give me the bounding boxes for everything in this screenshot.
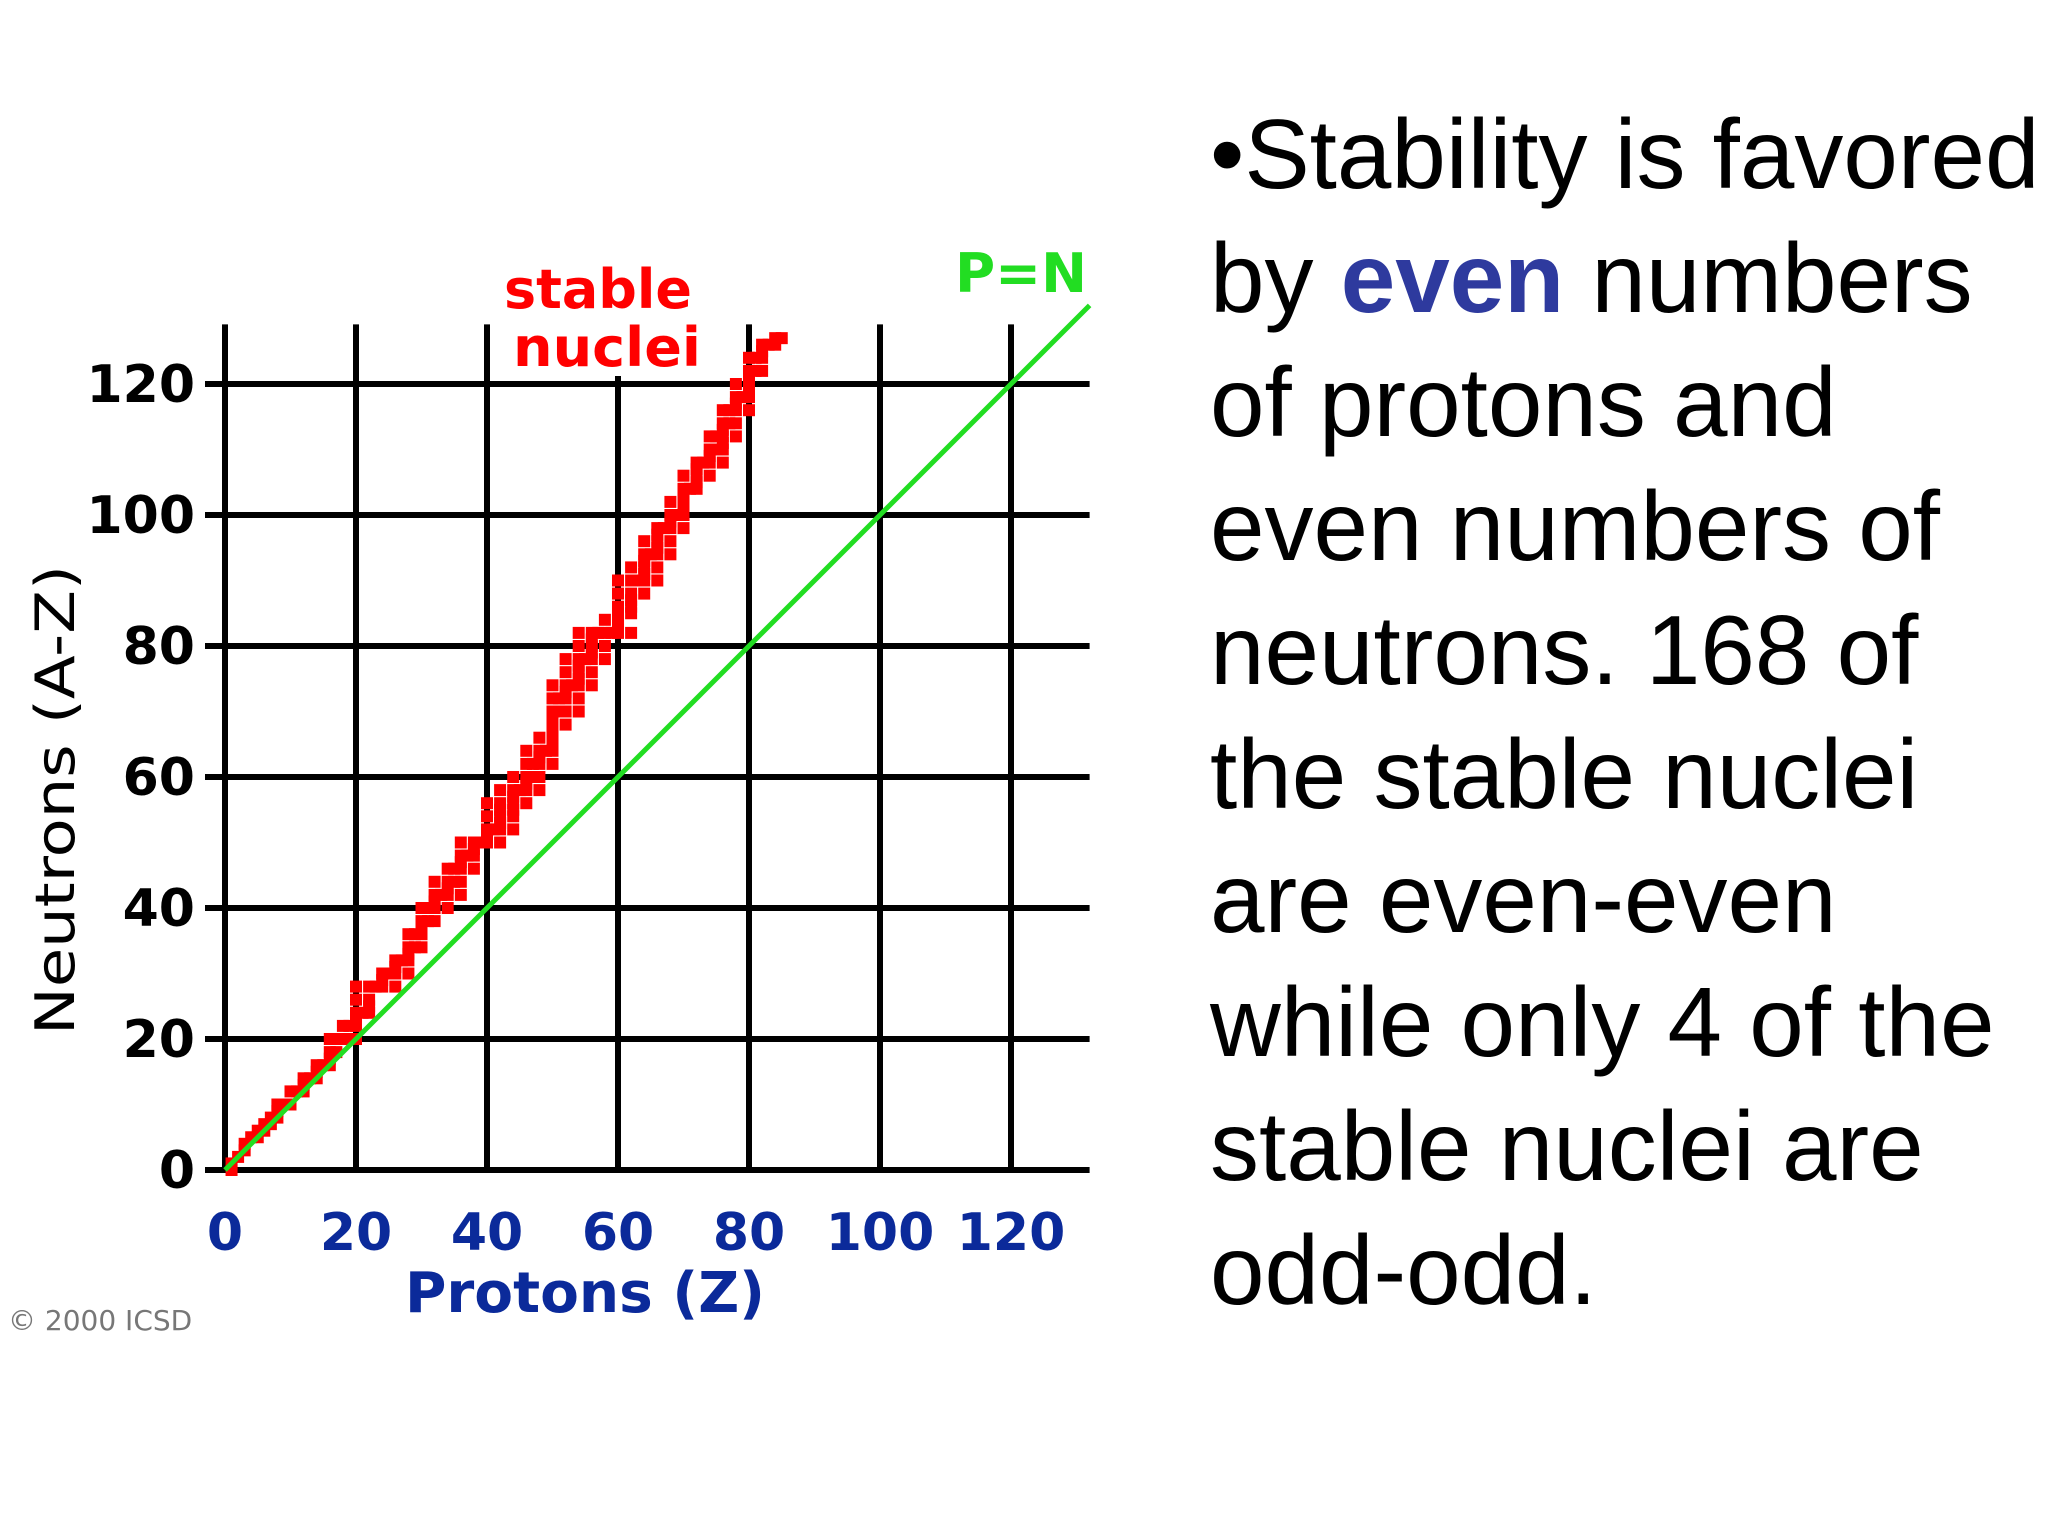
stable-nucleus-point xyxy=(664,495,677,508)
stable-nucleus-point xyxy=(428,875,441,888)
stable-nucleus-point xyxy=(598,613,611,626)
y-axis-label: Neutrons (A-Z) xyxy=(24,565,87,1035)
stable-nucleus-point xyxy=(507,771,520,783)
stable-nucleus-point xyxy=(703,469,716,482)
stable-nucleus-point xyxy=(494,797,507,810)
stable-nucleus-point xyxy=(729,430,742,443)
x-tick-label: 60 xyxy=(582,1203,654,1263)
stable-nucleus-point xyxy=(533,771,546,783)
x-tick-label: 120 xyxy=(957,1203,1066,1263)
stable-nucleus-point xyxy=(507,823,520,836)
stable-nucleus-point xyxy=(402,967,415,980)
chart-area: 0 20 40 60 80 100 120 0 20 40 60 80 100 120 stable n… xyxy=(8,238,1094,1337)
stable-nucleus-point xyxy=(585,679,598,692)
x-tick-label: 80 xyxy=(713,1203,785,1263)
stable-nucleus-point xyxy=(559,653,572,666)
x-tick-labels: 0 20 40 60 80 100 120 xyxy=(207,1203,1065,1263)
stable-nucleus-point xyxy=(454,875,467,888)
slide-text: •Stability is favored by even numbers of… xyxy=(1210,92,2040,1332)
stable-nucleus-point xyxy=(467,862,480,875)
stable-nucleus-point xyxy=(572,640,585,652)
stable-nucleus-point xyxy=(743,404,755,417)
stable-nucleus-point xyxy=(441,902,454,914)
x-tick-label: 40 xyxy=(451,1203,523,1263)
stable-nucleus-point xyxy=(572,705,585,718)
x-axis-label: Protons (Z) xyxy=(405,1261,765,1326)
stable-nucleus-point xyxy=(756,364,769,377)
y-tick-label: 80 xyxy=(123,617,195,677)
text-before: Stability is favored by xyxy=(1210,99,2040,333)
stable-nucleus-point xyxy=(389,980,402,993)
stable-nucleus-point xyxy=(598,640,611,652)
x-tick-label: 0 xyxy=(207,1203,243,1263)
stable-nucleus-point xyxy=(729,378,742,390)
stable-nucleus-point xyxy=(572,626,585,639)
stable-nucleus-point xyxy=(520,744,533,757)
y-tick-label: 120 xyxy=(86,355,195,415)
stable-nucleus-point xyxy=(651,574,664,587)
annotation-background xyxy=(498,256,714,376)
annotation-background-pn xyxy=(944,238,1094,302)
text-highlight-even: even xyxy=(1340,223,1565,333)
stable-nucleus-point xyxy=(664,548,677,561)
stable-nucleus-point xyxy=(494,836,507,849)
stable-nucleus-point xyxy=(533,731,546,744)
stable-nucleus-point xyxy=(651,561,664,574)
stable-nucleus-point xyxy=(559,718,572,731)
copyright-text: © 2000 ICSD xyxy=(8,1304,192,1337)
y-tick-label: 40 xyxy=(123,879,195,939)
pn-line xyxy=(223,303,1092,1172)
stable-nucleus-point xyxy=(572,692,585,705)
stable-nucleus-point xyxy=(612,574,624,587)
y-tick-label: 60 xyxy=(123,748,195,808)
y-tick-label: 0 xyxy=(159,1141,195,1201)
annotation-pn: P=N xyxy=(955,242,1087,305)
stable-nucleus-point xyxy=(625,626,638,639)
stable-nucleus-point xyxy=(363,993,376,1006)
stable-nucleus-point xyxy=(598,653,611,666)
chart-svg: 0 20 40 60 80 100 120 0 20 40 60 80 100 120 stable n… xyxy=(8,238,1094,1337)
stable-nucleus-point xyxy=(428,915,441,928)
stable-nucleus-point xyxy=(664,535,677,548)
stable-nucleus-point xyxy=(612,587,624,600)
y-tick-label: 100 xyxy=(86,486,195,546)
stable-nucleus-point xyxy=(677,469,690,482)
stable-nucleus-point xyxy=(546,757,559,770)
stable-nucleus-point xyxy=(559,666,572,679)
stable-nucleus-point xyxy=(481,810,493,823)
stable-nucleus-point xyxy=(454,836,467,849)
stable-nucleus-point xyxy=(520,797,533,810)
stable-nucleus-point xyxy=(612,600,624,613)
bullet-mark: • xyxy=(1210,99,1245,209)
stable-nucleus-point xyxy=(415,941,428,954)
stable-nucleus-point xyxy=(350,993,362,1006)
stable-nucleus-point xyxy=(585,666,598,679)
points-layer xyxy=(225,332,788,1176)
stable-nucleus-point xyxy=(625,561,638,574)
annotation-stable: stable xyxy=(504,258,692,321)
stable-nucleus-point xyxy=(729,417,742,430)
annotation-nuclei: nuclei xyxy=(513,316,701,379)
x-tick-label: 20 xyxy=(320,1203,392,1263)
line-layer xyxy=(223,303,1092,1172)
stable-nucleus-point xyxy=(494,784,507,797)
stable-nucleus-point xyxy=(546,679,559,692)
stable-nucleus-point xyxy=(638,535,651,548)
stable-nucleus-point xyxy=(677,522,690,535)
stable-nucleus-point xyxy=(775,332,788,345)
stable-nucleus-point xyxy=(638,587,651,600)
stable-nucleus-point xyxy=(533,784,546,797)
stable-nucleus-point xyxy=(350,980,362,993)
stable-nucleus-point xyxy=(481,797,493,810)
stable-nucleus-point xyxy=(454,888,467,901)
text-after: numbers of protons and even numbers of n… xyxy=(1210,223,1995,1325)
y-tick-label: 20 xyxy=(123,1010,195,1070)
x-tick-label: 100 xyxy=(826,1203,935,1263)
stable-nucleus-point xyxy=(559,705,572,718)
y-tick-labels: 0 20 40 60 80 100 120 xyxy=(86,355,195,1201)
stable-nucleus-point xyxy=(625,587,638,600)
grid-layer xyxy=(205,324,1090,1173)
stable-nucleus-point xyxy=(716,456,729,469)
